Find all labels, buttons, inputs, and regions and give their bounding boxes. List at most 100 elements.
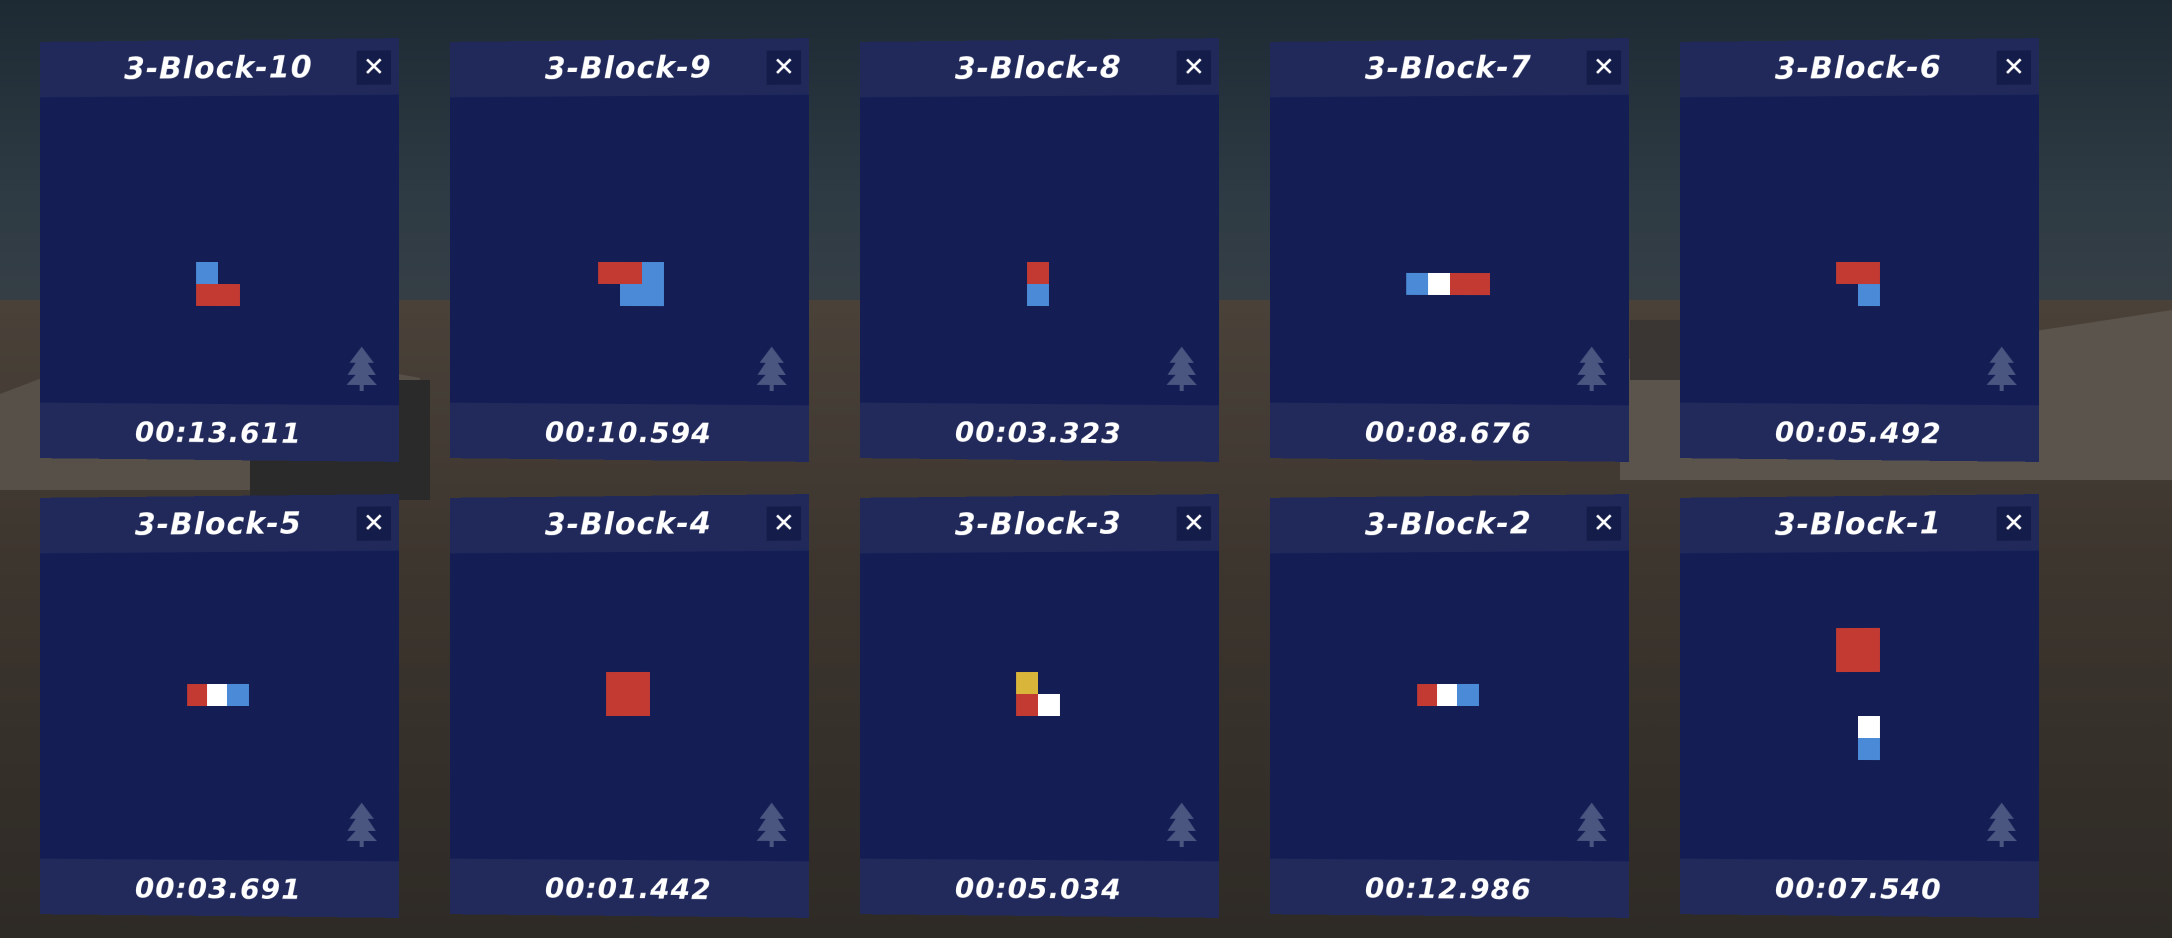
block-cell	[1468, 273, 1490, 295]
card-header: 3-Block-6 ✕	[1680, 38, 2039, 97]
block-cell	[218, 284, 240, 306]
card-footer: 00:13.611	[40, 403, 399, 462]
time-label: 00:10.594	[545, 415, 712, 450]
tree-icon	[1167, 347, 1197, 391]
close-button[interactable]: ✕	[357, 506, 391, 541]
card-header: 3-Block-9 ✕	[450, 38, 809, 97]
block-cell	[1858, 262, 1880, 284]
card-footer: 00:10.594	[450, 403, 809, 462]
block-large	[1836, 628, 1880, 672]
close-button[interactable]: ✕	[1997, 506, 2031, 541]
block-cell	[196, 284, 218, 306]
close-button[interactable]: ✕	[1177, 50, 1211, 85]
card-footer: 00:08.676	[1270, 403, 1629, 462]
time-label: 00:01.442	[545, 871, 712, 906]
card-preview	[1680, 551, 2039, 862]
time-label: 00:08.676	[1365, 415, 1532, 450]
block-cell	[1406, 273, 1428, 295]
block-card-5[interactable]: 3-Block-5 ✕ 00:03.691	[40, 494, 399, 918]
card-title: 3-Block-7	[1365, 50, 1532, 87]
card-preview	[40, 95, 399, 406]
block-large	[606, 672, 650, 716]
tree-icon	[347, 803, 377, 847]
card-footer: 00:05.034	[860, 859, 1219, 918]
card-header: 3-Block-4 ✕	[450, 494, 809, 553]
card-preview	[1270, 95, 1629, 406]
card-title: 3-Block-5	[135, 506, 302, 543]
block-cell	[1016, 672, 1038, 694]
tree-icon	[1987, 347, 2017, 391]
tree-icon	[1167, 803, 1197, 847]
card-title: 3-Block-10	[124, 50, 313, 87]
card-footer: 00:07.540	[1680, 859, 2039, 918]
card-preview	[860, 551, 1219, 862]
block-cell	[187, 684, 209, 706]
block-cell	[1016, 694, 1038, 716]
card-title: 3-Block-1	[1775, 506, 1942, 543]
block-cell	[1437, 684, 1459, 706]
block-cell	[1038, 694, 1060, 716]
card-footer: 00:01.442	[450, 859, 809, 918]
block-cell	[1027, 284, 1049, 306]
time-label: 00:13.611	[135, 415, 302, 450]
card-preview	[450, 95, 809, 406]
time-label: 00:12.986	[1365, 871, 1532, 906]
block-cell	[196, 262, 218, 284]
tree-icon	[757, 347, 787, 391]
card-header: 3-Block-2 ✕	[1270, 494, 1629, 553]
close-button[interactable]: ✕	[767, 506, 801, 541]
card-preview	[450, 551, 809, 862]
card-preview	[1270, 551, 1629, 862]
card-preview	[40, 551, 399, 862]
card-header: 3-Block-3 ✕	[860, 494, 1219, 553]
close-button[interactable]: ✕	[1177, 506, 1211, 541]
card-title: 3-Block-6	[1775, 50, 1942, 87]
block-cell	[1858, 284, 1880, 306]
close-button[interactable]: ✕	[357, 50, 391, 85]
tree-icon	[757, 803, 787, 847]
close-button[interactable]: ✕	[1587, 50, 1621, 85]
card-title: 3-Block-8	[955, 50, 1122, 87]
block-cell	[1428, 273, 1450, 295]
card-header: 3-Block-10 ✕	[40, 38, 399, 97]
block-cell	[598, 262, 620, 284]
time-label: 00:05.034	[955, 871, 1122, 906]
close-button[interactable]: ✕	[1587, 506, 1621, 541]
card-header: 3-Block-5 ✕	[40, 494, 399, 553]
block-cell	[227, 684, 249, 706]
card-header: 3-Block-7 ✕	[1270, 38, 1629, 97]
block-card-8[interactable]: 3-Block-8 ✕ 00:03.323	[860, 38, 1219, 462]
card-title: 3-Block-3	[955, 506, 1122, 543]
tree-icon	[1577, 803, 1607, 847]
tree-icon	[1987, 803, 2017, 847]
block-cell	[1457, 684, 1479, 706]
block-card-6[interactable]: 3-Block-6 ✕ 00:05.492	[1680, 38, 2039, 462]
close-button[interactable]: ✕	[1997, 50, 2031, 85]
time-label: 00:03.691	[135, 871, 302, 906]
card-footer: 00:03.691	[40, 859, 399, 918]
card-footer: 00:03.323	[860, 403, 1219, 462]
block-card-2[interactable]: 3-Block-2 ✕ 00:12.986	[1270, 494, 1629, 918]
block-cell	[1858, 716, 1880, 738]
card-title: 3-Block-4	[545, 506, 712, 543]
card-title: 3-Block-2	[1365, 506, 1532, 543]
block-cell	[620, 262, 642, 284]
card-footer: 00:12.986	[1270, 859, 1629, 918]
card-title: 3-Block-9	[545, 50, 712, 87]
close-button[interactable]: ✕	[767, 50, 801, 85]
time-label: 00:05.492	[1775, 415, 1942, 450]
block-card-1[interactable]: 3-Block-1 ✕ 00:07.540	[1680, 494, 2039, 918]
block-card-9[interactable]: 3-Block-9 ✕ 00:10.594	[450, 38, 809, 462]
block-card-3[interactable]: 3-Block-3 ✕ 00:05.034	[860, 494, 1219, 918]
tree-icon	[1577, 347, 1607, 391]
block-card-4[interactable]: 3-Block-4 ✕ 00:01.442	[450, 494, 809, 918]
card-header: 3-Block-1 ✕	[1680, 494, 2039, 553]
card-preview	[860, 95, 1219, 406]
block-cell	[207, 684, 229, 706]
block-card-7[interactable]: 3-Block-7 ✕ 00:08.676	[1270, 38, 1629, 462]
card-footer: 00:05.492	[1680, 403, 2039, 462]
card-header: 3-Block-8 ✕	[860, 38, 1219, 97]
block-cell	[1417, 684, 1439, 706]
block-card-10[interactable]: 3-Block-10 ✕ 00:13.611	[40, 38, 399, 462]
time-label: 00:03.323	[955, 415, 1122, 450]
